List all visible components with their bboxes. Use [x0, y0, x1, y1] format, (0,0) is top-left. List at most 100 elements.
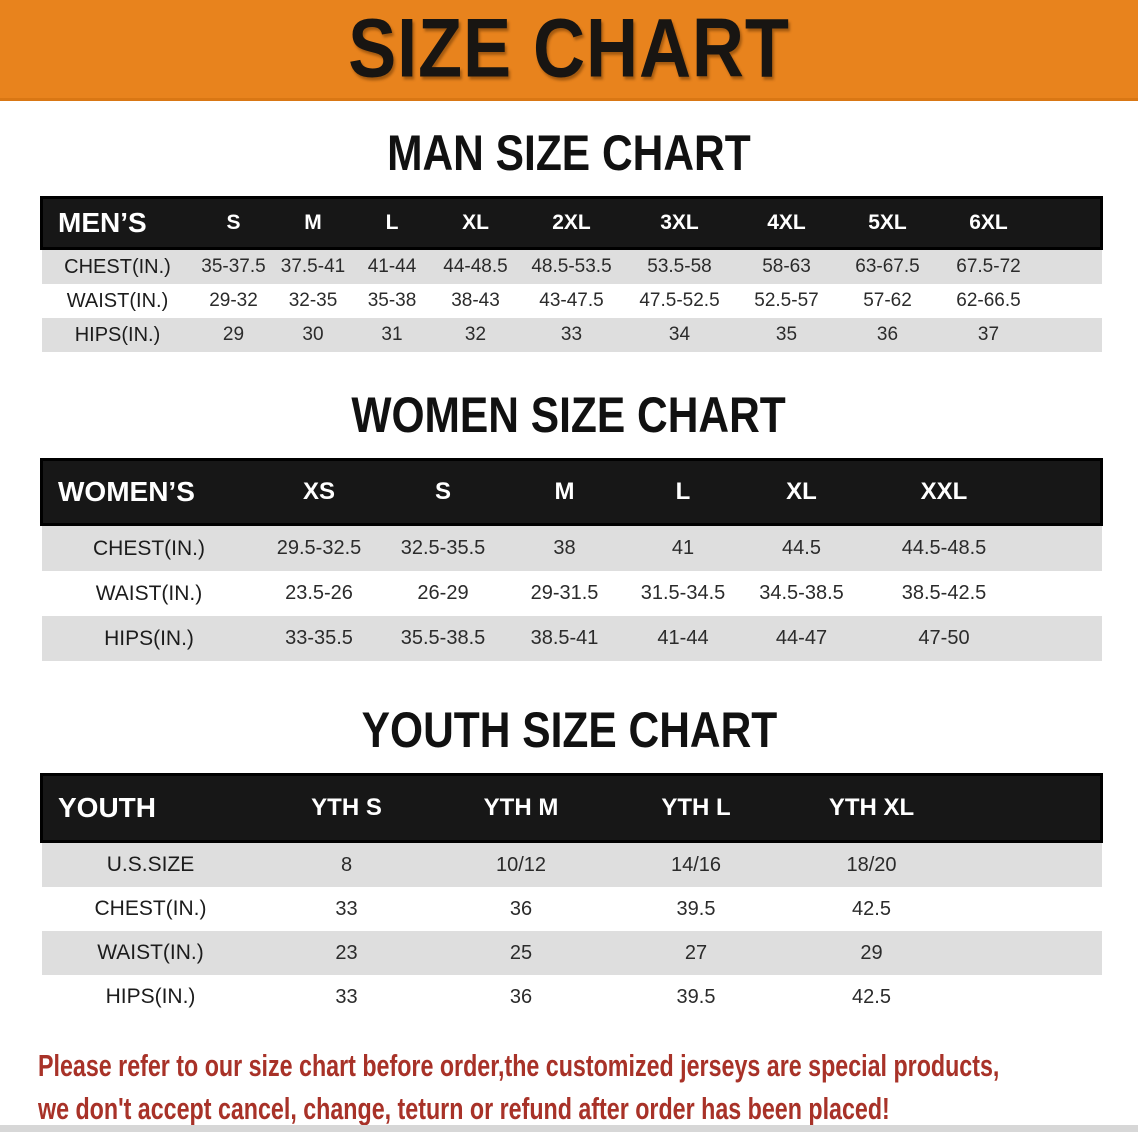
size-column-header: YTH XL: [783, 773, 960, 843]
row-label: WAIST(IN.): [41, 571, 257, 616]
size-value-cell: 32.5-35.5: [381, 524, 505, 571]
men-size-table: MEN’S S M L XL 2XL 3XL 4XL 5XL 6XL CHEST(IN.) 35-37…: [40, 196, 1103, 352]
size-value-cell: 26-29: [381, 571, 505, 616]
size-column-header: 6XL: [937, 196, 1040, 250]
size-value-cell: 44.5-48.5: [861, 524, 1027, 571]
size-value-cell: 38.5-42.5: [861, 571, 1027, 616]
row-label: CHEST(IN.): [41, 248, 194, 284]
size-value-cell: 31: [352, 318, 432, 352]
youth-size-table: YOUTH YTH S YTH M YTH L YTH XL U.S.SIZE 8 10/12…: [40, 773, 1103, 1019]
size-value-cell: 67.5-72: [937, 248, 1040, 284]
size-value-cell: 29.5-32.5: [256, 524, 382, 571]
size-value-cell: 33: [259, 975, 434, 1019]
size-value-cell: 33: [519, 318, 624, 352]
row-label: HIPS(IN.): [41, 616, 257, 661]
size-column-header: 2XL: [519, 196, 624, 250]
size-value-cell: 36: [837, 318, 938, 352]
footer-note: Please refer to our size chart before or…: [38, 1044, 1138, 1130]
size-value-cell: 29: [193, 318, 274, 352]
size-value-cell: 29-31.5: [504, 571, 625, 616]
size-column-header: S: [193, 196, 274, 250]
row-spacer-cell: [1039, 284, 1102, 318]
youth-section-heading: YOUTH SIZE CHART: [0, 705, 1138, 755]
size-column-header: YTH M: [433, 773, 609, 843]
size-value-cell: 36: [433, 975, 609, 1019]
size-value-cell: 32-35: [273, 284, 353, 318]
table-title-cell: WOMEN’S: [40, 458, 257, 526]
size-value-cell: 47.5-52.5: [623, 284, 736, 318]
size-value-cell: 38.5-41: [504, 616, 625, 661]
size-header-row: MEN’S S M L XL 2XL 3XL 4XL 5XL 6XL: [40, 196, 1103, 250]
man-section-heading-text: MAN SIZE CHART: [387, 125, 751, 181]
size-value-cell: 36: [433, 887, 609, 931]
size-value-cell: 48.5-53.5: [519, 248, 624, 284]
size-value-cell: 10/12: [433, 841, 609, 887]
size-value-cell: 38: [504, 524, 625, 571]
row-label: CHEST(IN.): [41, 524, 257, 571]
measurement-row: CHEST(IN.) 29.5-32.5 32.5-35.5 38 41 44.5 44.5…: [41, 524, 1102, 571]
size-value-cell: 29: [783, 931, 960, 975]
table-title-cell: MEN’S: [40, 196, 194, 250]
size-value-cell: 41-44: [624, 616, 742, 661]
size-value-cell: 37.5-41: [273, 248, 353, 284]
measurement-row: WAIST(IN.) 23 25 27 29: [41, 931, 1102, 975]
size-value-cell: 41-44: [352, 248, 432, 284]
size-value-cell: 63-67.5: [837, 248, 938, 284]
man-section-heading: MAN SIZE CHART: [0, 128, 1138, 178]
size-value-cell: 31.5-34.5: [624, 571, 742, 616]
women-size-table: WOMEN’S XS S M L XL XXL CHEST(IN.) 29.5-32.5 32.5…: [40, 458, 1103, 661]
size-value-cell: 37: [937, 318, 1040, 352]
measurement-row: WAIST(IN.) 23.5-26 26-29 29-31.5 31.5-34.5 34…: [41, 571, 1102, 616]
size-value-cell: 35: [735, 318, 838, 352]
size-value-cell: 27: [608, 931, 784, 975]
size-value-cell: 44-48.5: [431, 248, 520, 284]
size-value-cell: 25: [433, 931, 609, 975]
row-label: U.S.SIZE: [41, 841, 260, 887]
size-value-cell: 42.5: [783, 975, 960, 1019]
size-value-cell: 35-38: [352, 284, 432, 318]
row-label: HIPS(IN.): [41, 318, 194, 352]
measurement-row: HIPS(IN.) 33-35.5 35.5-38.5 38.5-41 41-44 44-…: [41, 616, 1102, 661]
size-value-cell: 39.5: [608, 975, 784, 1019]
row-spacer-cell: [959, 975, 1102, 1019]
measurement-row: U.S.SIZE 8 10/12 14/16 18/20: [41, 841, 1102, 887]
row-spacer-cell: [1039, 248, 1102, 284]
header-spacer-cell: [959, 773, 1103, 843]
measurement-row: WAIST(IN.) 29-32 32-35 35-38 38-43 43-47.5 47.…: [41, 284, 1102, 318]
size-value-cell: 33-35.5: [256, 616, 382, 661]
header-spacer-cell: [1039, 196, 1103, 250]
size-value-cell: 34: [623, 318, 736, 352]
row-spacer-cell: [959, 931, 1102, 975]
size-column-header: 3XL: [623, 196, 736, 250]
size-value-cell: 18/20: [783, 841, 960, 887]
size-value-cell: 41: [624, 524, 742, 571]
size-column-header: S: [381, 458, 505, 526]
size-value-cell: 42.5: [783, 887, 960, 931]
row-label: HIPS(IN.): [41, 975, 260, 1019]
table-title-cell: YOUTH: [40, 773, 260, 843]
row-label: WAIST(IN.): [41, 284, 194, 318]
size-column-header: XXL: [861, 458, 1027, 526]
size-column-header: YTH L: [608, 773, 784, 843]
measurement-row: CHEST(IN.) 33 36 39.5 42.5: [41, 887, 1102, 931]
size-column-header: XS: [256, 458, 382, 526]
banner: SIZE CHART: [0, 0, 1138, 101]
size-value-cell: 47-50: [861, 616, 1027, 661]
row-spacer-cell: [1026, 571, 1102, 616]
row-spacer-cell: [959, 887, 1102, 931]
bottom-strip: [0, 1125, 1138, 1132]
size-value-cell: 33: [259, 887, 434, 931]
row-spacer-cell: [1026, 616, 1102, 661]
header-spacer-cell: [1026, 458, 1103, 526]
size-value-cell: 44-47: [741, 616, 862, 661]
row-label: CHEST(IN.): [41, 887, 260, 931]
size-value-cell: 44.5: [741, 524, 862, 571]
measurement-row: CHEST(IN.) 35-37.5 37.5-41 41-44 44-48.5 48.5…: [41, 248, 1102, 284]
measurement-row: HIPS(IN.) 29 30 31 32 33 34 35 36 37: [41, 318, 1102, 352]
row-spacer-cell: [959, 841, 1102, 887]
size-column-header: XL: [431, 196, 520, 250]
measurement-row: HIPS(IN.) 33 36 39.5 42.5: [41, 975, 1102, 1019]
size-value-cell: 62-66.5: [937, 284, 1040, 318]
banner-title: SIZE CHART: [348, 2, 790, 95]
size-header-row: WOMEN’S XS S M L XL XXL: [40, 458, 1103, 526]
